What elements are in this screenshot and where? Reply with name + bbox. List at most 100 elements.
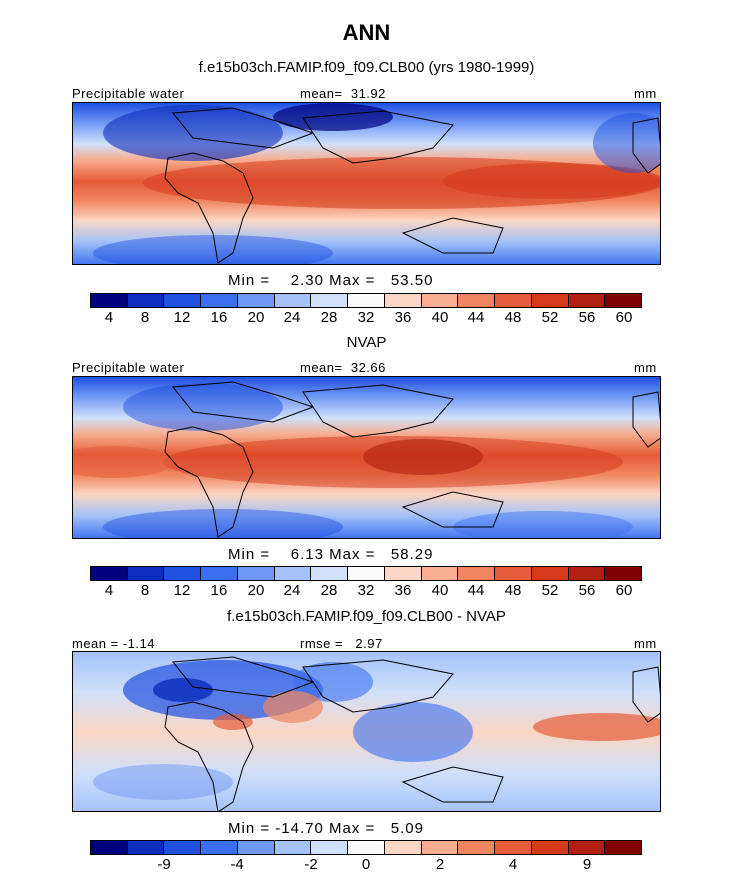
panel1-map xyxy=(72,102,661,265)
panel3-tick-label: -2 xyxy=(304,856,318,873)
panel2-colorbar-swatch xyxy=(421,567,459,580)
panel3-colorbar-swatch xyxy=(91,841,128,854)
panel2-colorbar-swatch xyxy=(495,567,532,580)
panel3-colorbar-swatch xyxy=(458,841,496,854)
panel2-units-label: mm xyxy=(634,360,657,375)
panel2-colorbar-swatch xyxy=(164,567,202,580)
panel1-tick-label: 48 xyxy=(504,309,522,326)
panel1-colorbar-swatch xyxy=(605,294,642,307)
panel3-tick-label: 9 xyxy=(582,856,592,873)
panel1-colorbar-swatch xyxy=(91,294,128,307)
panel3-tick-label: 4 xyxy=(508,856,518,873)
panel2-tick-label: 16 xyxy=(210,582,228,599)
panel1-tick-label: 40 xyxy=(431,309,449,326)
panel3-colorbar-swatch xyxy=(384,841,422,854)
panel1-tick-label: 16 xyxy=(210,309,228,326)
panel3-colorbar-swatch xyxy=(127,841,165,854)
panel1-tick-label: 20 xyxy=(247,309,265,326)
panel3-tick-label: -4 xyxy=(230,856,244,873)
panel3-colorbar-swatch xyxy=(237,841,275,854)
panel3-colorbar-swatch xyxy=(531,841,569,854)
panel1-colorbar-swatch xyxy=(237,294,275,307)
panel1-colorbar-swatch xyxy=(164,294,202,307)
panel3-map xyxy=(72,651,661,812)
panel3-colorbar-swatch xyxy=(164,841,202,854)
panel2-colorbar-swatch xyxy=(384,567,422,580)
panel3-tick-label: 0 xyxy=(361,856,371,873)
panel1-tick-label: 4 xyxy=(104,309,114,326)
panel2-colorbar-swatch xyxy=(274,567,312,580)
panel3-units-label: mm xyxy=(634,636,657,651)
panel2-tick-label: 24 xyxy=(283,582,301,599)
panel1-colorbar-swatch xyxy=(274,294,312,307)
panel2-colorbar-swatch xyxy=(568,567,606,580)
panel2-colorbar-swatch xyxy=(458,567,496,580)
panel1-colorbar-swatch xyxy=(348,294,385,307)
panel3-colorbar-swatch xyxy=(605,841,642,854)
panel3-colorbar xyxy=(90,840,642,855)
panel1-colorbar-swatch xyxy=(531,294,569,307)
panel3-rmse-label: rmse = 2.97 xyxy=(300,636,383,651)
panel1-colorbar-swatch xyxy=(568,294,606,307)
panel1-colorbar-swatch xyxy=(495,294,532,307)
panel1-tick-label: 28 xyxy=(320,309,338,326)
panel2-tick-label: 36 xyxy=(394,582,412,599)
panel1-colorbar-swatch xyxy=(421,294,459,307)
run-subtitle: f.e15b03ch.FAMIP.f09_f09.CLB00 (yrs 1980… xyxy=(198,59,535,76)
panel2-tick-label: 4 xyxy=(104,582,114,599)
panel2-heatmap xyxy=(73,377,660,538)
panel3-mean-label: mean = -1.14 xyxy=(72,636,155,651)
panel2-colorbar-ticks: 4 8 12 16 20 24 28 32 36 40 44 48 52 56 … xyxy=(90,582,642,602)
panel3-colorbar-swatch xyxy=(274,841,312,854)
panel2-tick-label: 20 xyxy=(247,582,265,599)
panel3-colorbar-swatch xyxy=(568,841,606,854)
panel1-tick-label: 60 xyxy=(615,309,633,326)
panel2-colorbar-swatch xyxy=(311,567,349,580)
panel1-units-label: mm xyxy=(634,86,657,101)
panel2-colorbar-swatch xyxy=(348,567,385,580)
panel3-title: f.e15b03ch.FAMIP.f09_f09.CLB00 - NVAP xyxy=(227,608,506,625)
panel1-tick-label: 52 xyxy=(541,309,559,326)
panel1-colorbar xyxy=(90,293,642,308)
panel1-tick-label: 36 xyxy=(394,309,412,326)
panel3-tick-label: 2 xyxy=(435,856,445,873)
panel2-colorbar-swatch xyxy=(605,567,642,580)
panel2-colorbar-swatch xyxy=(91,567,128,580)
panel2-tick-label: 52 xyxy=(541,582,559,599)
panel3-colorbar-swatch xyxy=(495,841,532,854)
panel3-colorbar-swatch xyxy=(421,841,459,854)
panel1-variable-label: Precipitable water xyxy=(72,86,185,101)
panel1-colorbar-swatch xyxy=(458,294,496,307)
panel1-tick-label: 44 xyxy=(467,309,485,326)
panel3-colorbar-ticks: -9 -4 -2 0 2 4 9 xyxy=(90,856,642,876)
panel2-tick-label: 40 xyxy=(431,582,449,599)
panel3-minmax: Min = -14.70 Max = 5.09 xyxy=(228,820,424,837)
panel1-colorbar-swatch xyxy=(311,294,349,307)
panel3-colorbar-swatch xyxy=(201,841,238,854)
panel3-colorbar-swatch xyxy=(348,841,385,854)
panel2-tick-label: 60 xyxy=(615,582,633,599)
panel2-tick-label: 44 xyxy=(467,582,485,599)
panel2-title: NVAP xyxy=(346,334,387,351)
panel2-map xyxy=(72,376,661,539)
panel1-colorbar-swatch xyxy=(201,294,238,307)
panel2-tick-label: 32 xyxy=(357,582,375,599)
panel1-tick-label: 24 xyxy=(283,309,301,326)
panel1-colorbar-swatch xyxy=(384,294,422,307)
panel1-minmax: Min = 2.30 Max = 53.50 xyxy=(228,272,434,289)
panel2-tick-label: 8 xyxy=(140,582,150,599)
panel1-colorbar-swatch xyxy=(127,294,165,307)
panel2-mean-label: mean= 32.66 xyxy=(300,360,386,375)
panel2-tick-label: 56 xyxy=(578,582,596,599)
panel2-colorbar-swatch xyxy=(531,567,569,580)
panel2-colorbar xyxy=(90,566,642,581)
panel1-tick-label: 56 xyxy=(578,309,596,326)
panel1-colorbar-ticks: 4 8 12 16 20 24 28 32 36 40 44 48 52 56 … xyxy=(90,309,642,329)
page-title: ANN xyxy=(342,20,391,45)
panel3-tick-label: -9 xyxy=(157,856,171,873)
panel1-tick-label: 32 xyxy=(357,309,375,326)
panel3-heatmap xyxy=(73,652,660,811)
panel2-tick-label: 48 xyxy=(504,582,522,599)
panel3-colorbar-swatch xyxy=(311,841,349,854)
panel2-colorbar-swatch xyxy=(127,567,165,580)
